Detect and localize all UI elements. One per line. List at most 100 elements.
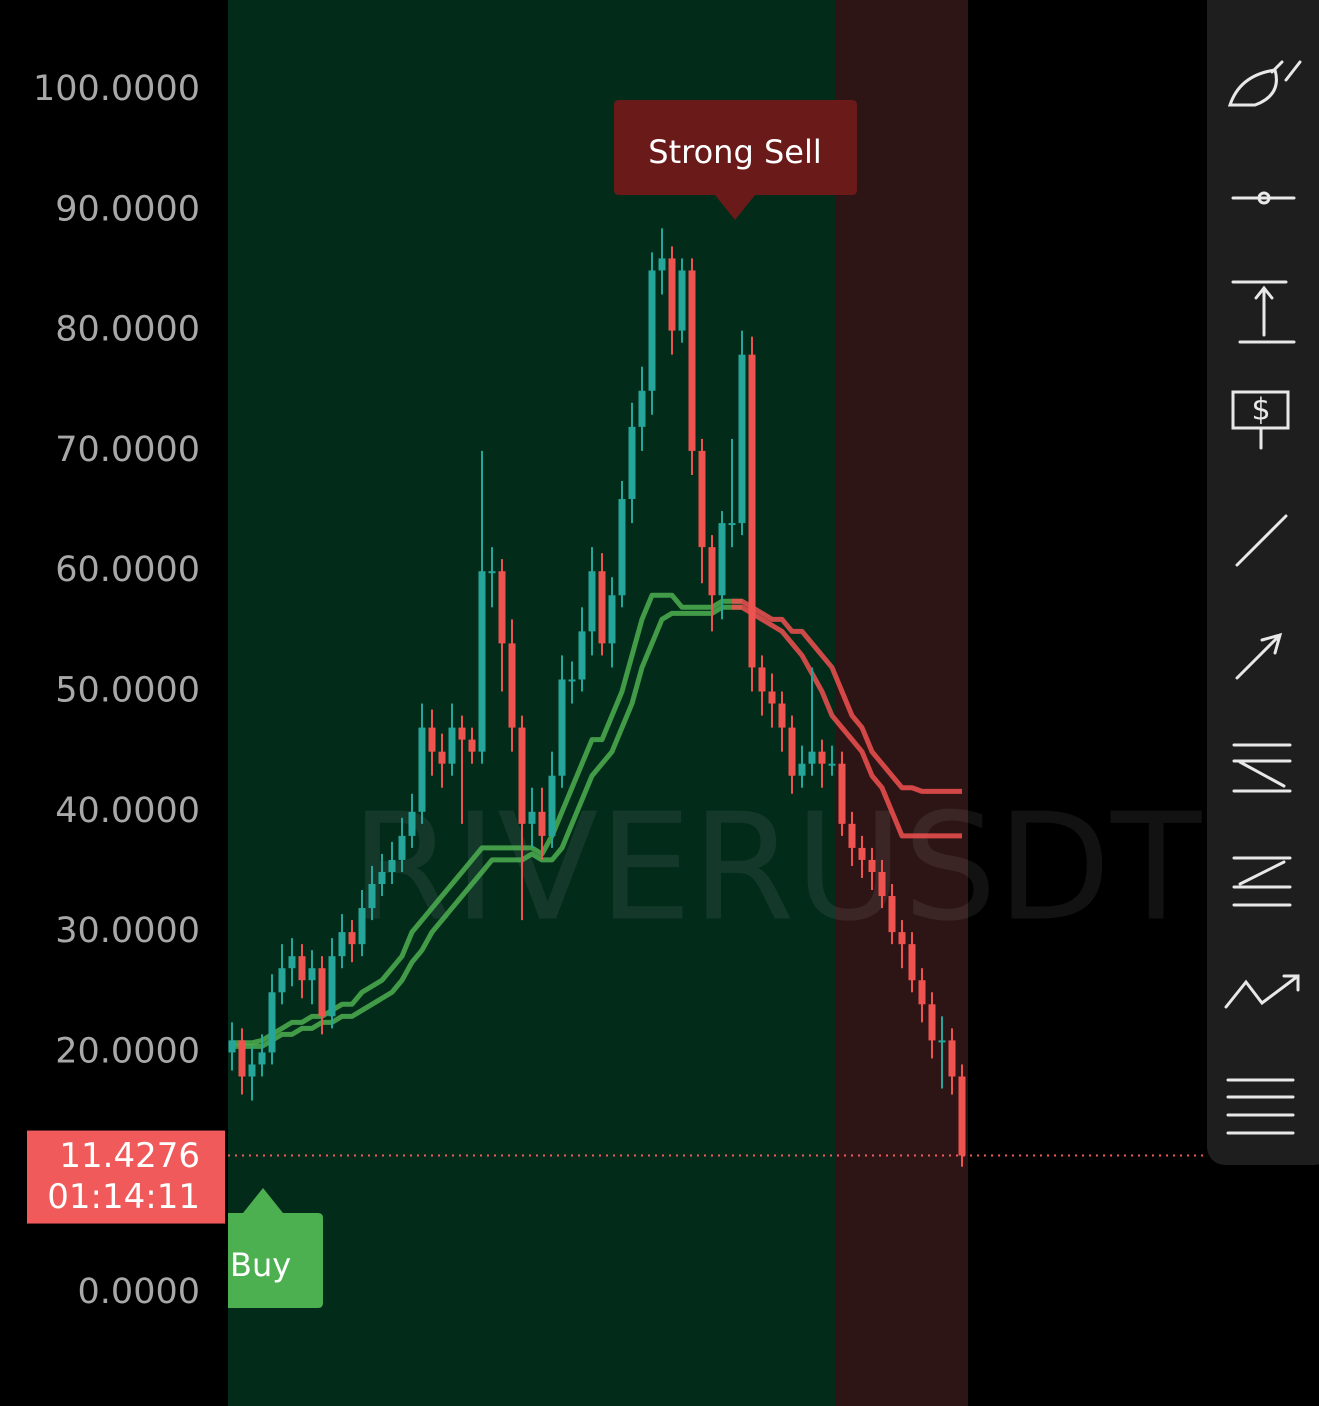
candle-body bbox=[638, 390, 646, 427]
candle-body bbox=[548, 775, 556, 836]
candle bbox=[608, 577, 616, 668]
arrow-icon[interactable] bbox=[1235, 632, 1283, 680]
candle-body bbox=[408, 811, 416, 836]
candle bbox=[388, 841, 396, 884]
candle bbox=[798, 745, 806, 788]
candle-body bbox=[868, 859, 876, 872]
candle-body bbox=[818, 751, 826, 764]
toolbar: $ bbox=[1207, 0, 1319, 1165]
candle-body bbox=[958, 1076, 966, 1156]
candle bbox=[708, 535, 716, 632]
band-line bbox=[732, 604, 962, 839]
candle bbox=[518, 715, 526, 921]
candle-body bbox=[688, 270, 696, 451]
candle-body bbox=[858, 847, 866, 860]
candle-body bbox=[648, 270, 656, 391]
candle-body bbox=[358, 908, 366, 945]
candle-body bbox=[348, 932, 356, 945]
y-tick-label: 60.0000 bbox=[55, 550, 200, 590]
candle-body bbox=[448, 727, 456, 764]
candle bbox=[418, 703, 426, 824]
candle bbox=[788, 715, 796, 794]
candle-body bbox=[948, 1040, 956, 1077]
candle-body bbox=[438, 751, 446, 764]
candle bbox=[538, 787, 546, 860]
candle-body bbox=[938, 1040, 946, 1043]
candle bbox=[278, 944, 286, 1005]
candle-body bbox=[888, 896, 896, 933]
sell-signal-bg bbox=[614, 100, 857, 220]
candle bbox=[238, 1028, 246, 1095]
candle bbox=[718, 511, 726, 620]
trend-line-icon[interactable] bbox=[1235, 514, 1288, 567]
candle-body bbox=[388, 859, 396, 872]
candle bbox=[688, 258, 696, 475]
candle bbox=[468, 727, 476, 764]
candle-body bbox=[758, 667, 766, 692]
candle bbox=[398, 817, 406, 872]
price-label-icon[interactable] bbox=[1231, 390, 1290, 450]
candle-body bbox=[728, 523, 736, 526]
candle-body bbox=[568, 679, 576, 682]
candle-body bbox=[768, 691, 776, 704]
candle bbox=[908, 932, 916, 993]
candle-body bbox=[718, 523, 726, 596]
candle-body bbox=[488, 571, 496, 574]
candle bbox=[508, 619, 516, 752]
candle-body bbox=[228, 1040, 236, 1053]
candle-body bbox=[618, 499, 626, 596]
y-tick-label: 90.0000 bbox=[55, 189, 200, 229]
candle bbox=[948, 1028, 956, 1095]
fib-extension-icon[interactable] bbox=[1232, 856, 1292, 907]
candle-body bbox=[578, 631, 586, 680]
candle-body bbox=[788, 727, 796, 776]
candle-body bbox=[238, 1040, 246, 1077]
candle-body bbox=[428, 727, 436, 752]
candle bbox=[858, 835, 866, 878]
band-line bbox=[732, 598, 962, 794]
candle-body bbox=[738, 354, 746, 524]
y-tick-label: 50.0000 bbox=[55, 671, 200, 711]
candle bbox=[698, 438, 706, 584]
vertical-ruler-icon[interactable] bbox=[1231, 280, 1296, 344]
candle-body bbox=[368, 883, 376, 909]
candle bbox=[878, 859, 886, 909]
plot bbox=[228, 228, 1207, 1167]
candle bbox=[808, 667, 816, 776]
candle bbox=[898, 920, 906, 969]
candle-body bbox=[338, 932, 346, 957]
candle-body bbox=[928, 1004, 936, 1041]
candle-body bbox=[328, 956, 336, 1017]
candle bbox=[938, 1016, 946, 1089]
candle bbox=[638, 366, 646, 451]
candle bbox=[838, 751, 846, 836]
candle bbox=[928, 992, 936, 1059]
candle bbox=[628, 402, 636, 524]
candle-body bbox=[778, 703, 786, 728]
price-label: 11.4276 bbox=[59, 1136, 200, 1176]
fib-icon[interactable] bbox=[1232, 743, 1292, 793]
candle-body bbox=[498, 571, 506, 644]
candle bbox=[598, 553, 606, 656]
candle bbox=[448, 703, 456, 776]
horizontal-line-icon[interactable] bbox=[1231, 191, 1296, 205]
brush-icon[interactable] bbox=[1227, 60, 1302, 107]
candle bbox=[768, 673, 776, 728]
candle-body bbox=[628, 426, 636, 500]
candle bbox=[828, 745, 836, 776]
settings-icon[interactable] bbox=[1226, 1078, 1295, 1135]
watermark: RIVERUSDT bbox=[351, 782, 1202, 954]
path-icon[interactable] bbox=[1224, 974, 1300, 1009]
candle bbox=[868, 847, 876, 891]
candle-body bbox=[838, 763, 846, 824]
buy-signal: Buy bbox=[230, 1246, 291, 1284]
buy-signal-bg bbox=[228, 1188, 323, 1308]
candle-body bbox=[658, 258, 666, 271]
bearish-zone bbox=[835, 0, 968, 1406]
candle-body bbox=[418, 727, 426, 812]
y-tick-label: 80.0000 bbox=[55, 310, 200, 350]
candle-body bbox=[708, 547, 716, 596]
candle bbox=[498, 559, 506, 692]
candle bbox=[818, 739, 826, 788]
